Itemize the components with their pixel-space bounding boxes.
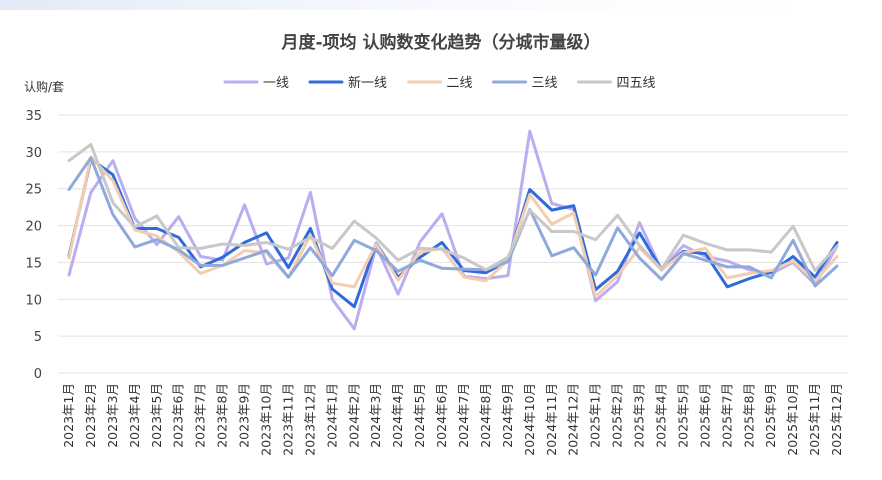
y-axis-label: 认购/套 <box>24 79 64 94</box>
x-tick-label: 2025年8月 <box>741 383 756 448</box>
x-tick-label: 2025年2月 <box>610 383 625 448</box>
x-tick-label: 2024年3月 <box>368 383 383 448</box>
x-axis-ticks: 2023年1月 2023年2月 2023年3月 2023年4月 2023年5月 2023年… <box>61 383 844 456</box>
x-tick-label: 2023年5月 <box>149 383 164 448</box>
x-tick-label: 2025年1月 <box>588 383 603 448</box>
series-line-新一线 <box>67 157 839 309</box>
x-tick-label: 2023年12月 <box>302 383 317 456</box>
y-tick-label: 30 <box>25 146 42 161</box>
x-tick-label: 2023年6月 <box>171 383 186 448</box>
x-tick-label: 2024年7月 <box>456 383 471 448</box>
x-tick-label: 2025年9月 <box>763 383 778 448</box>
x-tick-label: 2023年10月 <box>258 383 273 456</box>
x-tick-label: 2024年6月 <box>434 383 449 448</box>
y-tick-label: 10 <box>25 293 42 308</box>
legend-label: 一线 <box>263 76 289 91</box>
x-tick-label: 2023年3月 <box>105 383 120 448</box>
chart-title: 月度-项均 认购数变化趋势（分城市量级） <box>281 32 601 53</box>
x-tick-label: 2024年11月 <box>544 383 559 456</box>
y-tick-label: 0 <box>34 367 42 382</box>
y-tick-label: 5 <box>34 330 42 345</box>
x-tick-label: 2023年9月 <box>237 383 252 448</box>
x-tick-label: 2024年12月 <box>566 383 581 456</box>
y-tick-label: 25 <box>25 183 42 198</box>
legend: 一线 新一线 二线 三线 四五线 <box>223 75 656 91</box>
series-lines <box>67 129 839 331</box>
legend-label: 四五线 <box>617 76 656 91</box>
x-tick-label: 2023年7月 <box>193 383 208 448</box>
x-tick-label: 2023年8月 <box>215 383 230 448</box>
x-tick-label: 2025年7月 <box>719 383 734 448</box>
series-line-三线 <box>67 156 839 288</box>
x-tick-label: 2024年1月 <box>324 383 339 448</box>
y-tick-label: 20 <box>25 220 42 235</box>
series-line-四五线 <box>67 143 839 272</box>
x-tick-label: 2025年12月 <box>829 383 844 456</box>
legend-label: 二线 <box>447 76 473 91</box>
x-tick-label: 2023年11月 <box>280 383 295 456</box>
y-axis-ticks: 0 5 10 15 20 25 30 35 <box>25 109 42 382</box>
y-tick-label: 35 <box>25 109 42 124</box>
x-tick-label: 2023年4月 <box>127 383 142 448</box>
x-tick-label: 2025年11月 <box>807 383 822 456</box>
x-tick-label: 2023年2月 <box>83 383 98 448</box>
x-tick-label: 2025年5月 <box>675 383 690 448</box>
x-tick-label: 2024年5月 <box>412 383 427 448</box>
x-tick-label: 2025年4月 <box>653 383 668 448</box>
x-tick-label: 2025年6月 <box>697 383 712 448</box>
y-tick-label: 15 <box>25 256 42 271</box>
x-tick-label: 2023年1月 <box>61 383 76 448</box>
legend-label: 新一线 <box>348 75 387 91</box>
x-tick-label: 2024年4月 <box>390 383 405 448</box>
x-tick-label: 2025年3月 <box>632 383 647 448</box>
legend-label: 三线 <box>532 76 558 91</box>
series-line-二线 <box>67 155 839 298</box>
x-tick-label: 2024年2月 <box>346 383 361 448</box>
x-tick-label: 2024年10月 <box>522 383 537 456</box>
x-tick-label: 2024年8月 <box>478 383 493 448</box>
header-shade <box>0 0 882 10</box>
x-tick-label: 2025年10月 <box>785 383 800 456</box>
x-tick-label: 2024年9月 <box>500 383 515 448</box>
